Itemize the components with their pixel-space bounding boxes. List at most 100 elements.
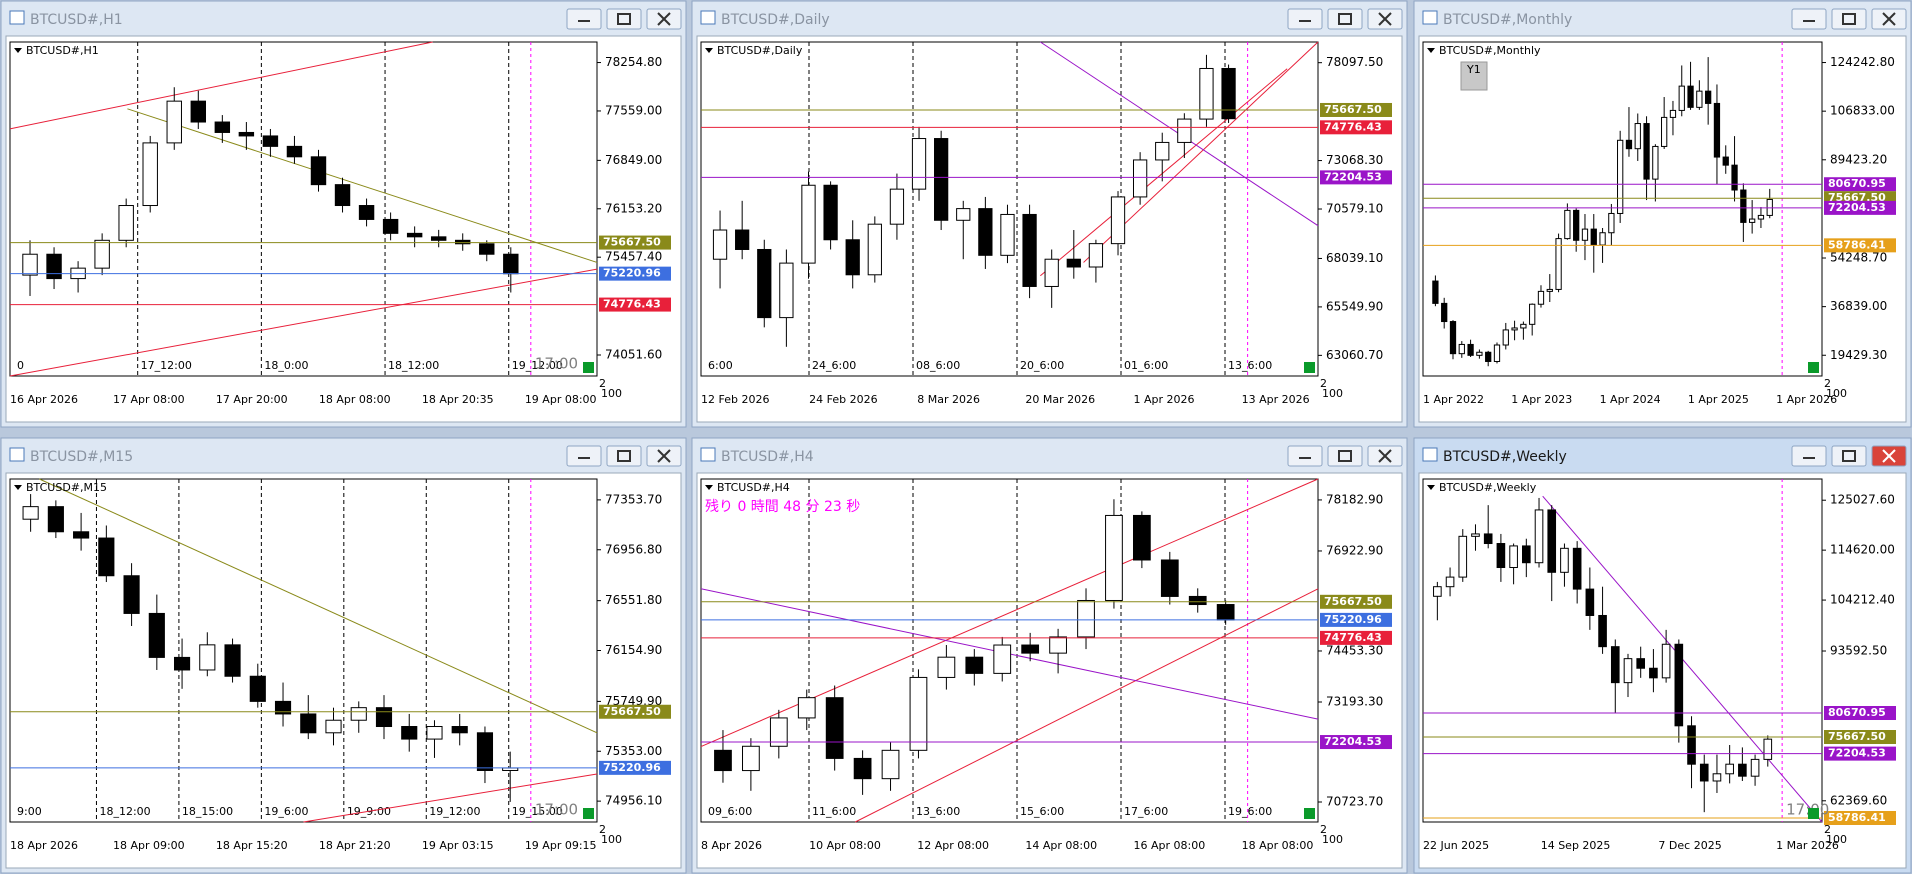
candle-body — [1502, 329, 1509, 346]
candle-body — [1617, 139, 1624, 214]
price-tag-label: 58786.41 — [1828, 238, 1886, 251]
price-tag-label: 80670.95 — [1828, 706, 1886, 719]
candle-body — [867, 223, 882, 276]
candle-body — [1445, 576, 1455, 588]
maximize-button[interactable] — [1831, 445, 1867, 467]
x-tick-label: 1 Apr 2025 — [1688, 393, 1749, 406]
price-tag-label: 72204.53 — [1324, 735, 1382, 748]
y-tick-label: 76922.90 — [1326, 543, 1383, 557]
candle-body — [1509, 545, 1518, 569]
y-tick-label: 76154.90 — [605, 643, 662, 657]
candle-body — [1432, 280, 1439, 304]
candle-body — [286, 145, 303, 158]
price-tag — [599, 704, 671, 719]
minimize-button[interactable] — [1287, 8, 1323, 30]
candle-body — [1722, 156, 1729, 166]
scale-corner: 100 — [1826, 833, 1847, 846]
candle-body — [22, 253, 38, 276]
price-tag — [1320, 735, 1392, 750]
minimize-button[interactable] — [1791, 8, 1827, 30]
price-tag-label: 72204.53 — [1324, 170, 1382, 183]
x-tick-label: 1 Apr 2026 — [1776, 393, 1837, 406]
y-tick-label: 70723.70 — [1326, 795, 1383, 809]
status-box — [1304, 808, 1315, 819]
candle-body — [965, 656, 984, 674]
chart-label: BTCUSD#,H1 — [26, 44, 99, 57]
candle-body — [1699, 763, 1709, 782]
price-tag — [1824, 200, 1896, 215]
candle-body — [1608, 212, 1615, 234]
candle-body — [1216, 604, 1235, 621]
price-tag-label: 75667.50 — [603, 705, 661, 718]
y-tick-label: 70579.10 — [1326, 202, 1383, 216]
x-tick-label: 1 Mar 2026 — [1776, 839, 1839, 852]
maximize-button[interactable] — [1327, 445, 1363, 467]
maximize-button[interactable] — [1327, 8, 1363, 30]
minimize-button[interactable] — [1791, 445, 1827, 467]
maximize-button[interactable] — [1831, 8, 1867, 30]
candle-body — [1740, 189, 1747, 223]
chart-area — [1418, 35, 1907, 423]
candle-body — [823, 184, 838, 241]
badge[interactable] — [1460, 61, 1488, 91]
candle-body — [148, 612, 165, 658]
candle-body — [1564, 209, 1571, 240]
candle-body — [1636, 658, 1646, 669]
candle-body — [801, 184, 816, 264]
window-title: BTCUSD#,Monthly — [1443, 12, 1572, 28]
time-label: 6:00 — [708, 359, 733, 372]
candle-body — [889, 188, 905, 225]
maximize-button[interactable] — [606, 8, 642, 30]
candle-body — [334, 184, 351, 207]
candle-body — [937, 656, 956, 678]
candle-body — [1731, 164, 1738, 191]
price-tag — [1320, 102, 1392, 117]
candle-body — [1188, 595, 1207, 606]
label-arrow — [705, 48, 713, 53]
trendline — [303, 773, 598, 823]
candle-body — [1537, 290, 1545, 305]
label-arrow — [14, 485, 22, 490]
candle-body — [1467, 343, 1474, 356]
trendline — [855, 588, 1319, 823]
status-box — [583, 362, 594, 373]
countdown: 17:00 — [535, 355, 578, 373]
candle-body — [1066, 258, 1081, 268]
y-tick-label: 76551.80 — [605, 593, 662, 607]
trendline — [127, 108, 598, 263]
candle-body — [1021, 644, 1040, 654]
maximize-button[interactable] — [606, 445, 642, 467]
window-icon — [1422, 10, 1438, 25]
scale-corner: 2 — [599, 823, 606, 836]
scale-corner: 2 — [1824, 377, 1831, 390]
candle-body — [1649, 667, 1658, 679]
candle-body — [1022, 213, 1037, 287]
candle-body — [166, 100, 182, 144]
trendline — [9, 268, 598, 377]
minimize-button[interactable] — [566, 445, 602, 467]
candle-body — [358, 205, 375, 220]
candle-body — [1585, 588, 1595, 616]
minimize-button[interactable] — [1287, 445, 1323, 467]
candle-body — [238, 131, 255, 137]
price-tag — [1824, 810, 1896, 825]
maximize-glyph — [1842, 13, 1856, 25]
close-glyph — [657, 449, 671, 463]
price-tag — [599, 297, 671, 312]
y-tick-label: 106833.00 — [1830, 104, 1895, 118]
y-tick-label: 74453.30 — [1326, 643, 1383, 657]
close-glyph — [1882, 12, 1896, 26]
scale-corner: 100 — [1322, 387, 1343, 400]
candle-body — [214, 121, 231, 133]
price-tag — [1320, 630, 1392, 645]
price-tag-label: 75667.50 — [1828, 730, 1886, 743]
price-tag-label: 75220.96 — [1324, 613, 1382, 626]
price-tag-label: 80670.95 — [1828, 177, 1886, 190]
minimize-button[interactable] — [566, 8, 602, 30]
candle-body — [1560, 547, 1569, 573]
window-icon — [700, 10, 716, 25]
candle-body — [1712, 773, 1722, 782]
label-arrow — [1427, 48, 1435, 53]
scale-corner: 2 — [1824, 823, 1831, 836]
